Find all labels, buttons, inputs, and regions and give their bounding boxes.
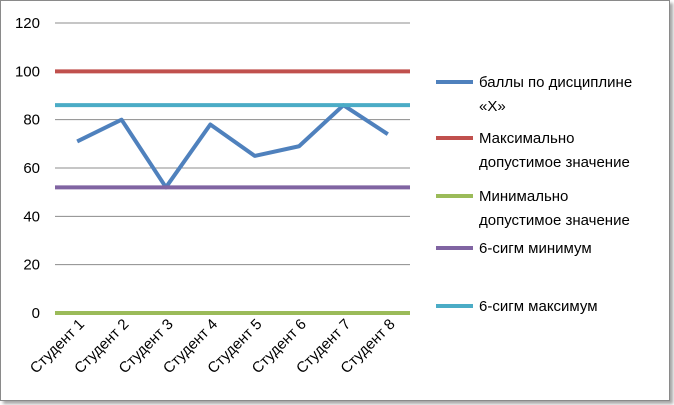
legend-label-1: баллы по дисциплине [479,74,632,91]
series-line-1 [76,103,389,190]
y-tick-label: 100 [15,63,40,80]
legend-label-3: Минимально [479,188,568,205]
legend: баллы по дисциплине «Х» Максимально допусти… [436,74,632,315]
y-tick-label: 0 [32,305,40,322]
legend-label-4: 6-сигм минимум [479,240,592,257]
legend-label-5: 6-сигм максимум [479,298,598,315]
legend-label-1: «Х» [479,98,506,115]
y-tick-label: 40 [23,208,40,225]
y-tick-label: 80 [23,112,40,129]
y-tick-label: 20 [23,257,40,274]
y-tick-label: 60 [23,160,40,177]
legend-label-2: Максимально [479,130,574,147]
legend-label-3: допустимое значение [479,212,630,229]
y-axis-ticks: 0 20 40 60 80 100 120 [15,15,40,322]
series-lines [55,69,410,315]
y-tick-label: 120 [15,15,40,32]
legend-label-2: допустимое значение [479,154,630,171]
gridlines [55,22,410,314]
